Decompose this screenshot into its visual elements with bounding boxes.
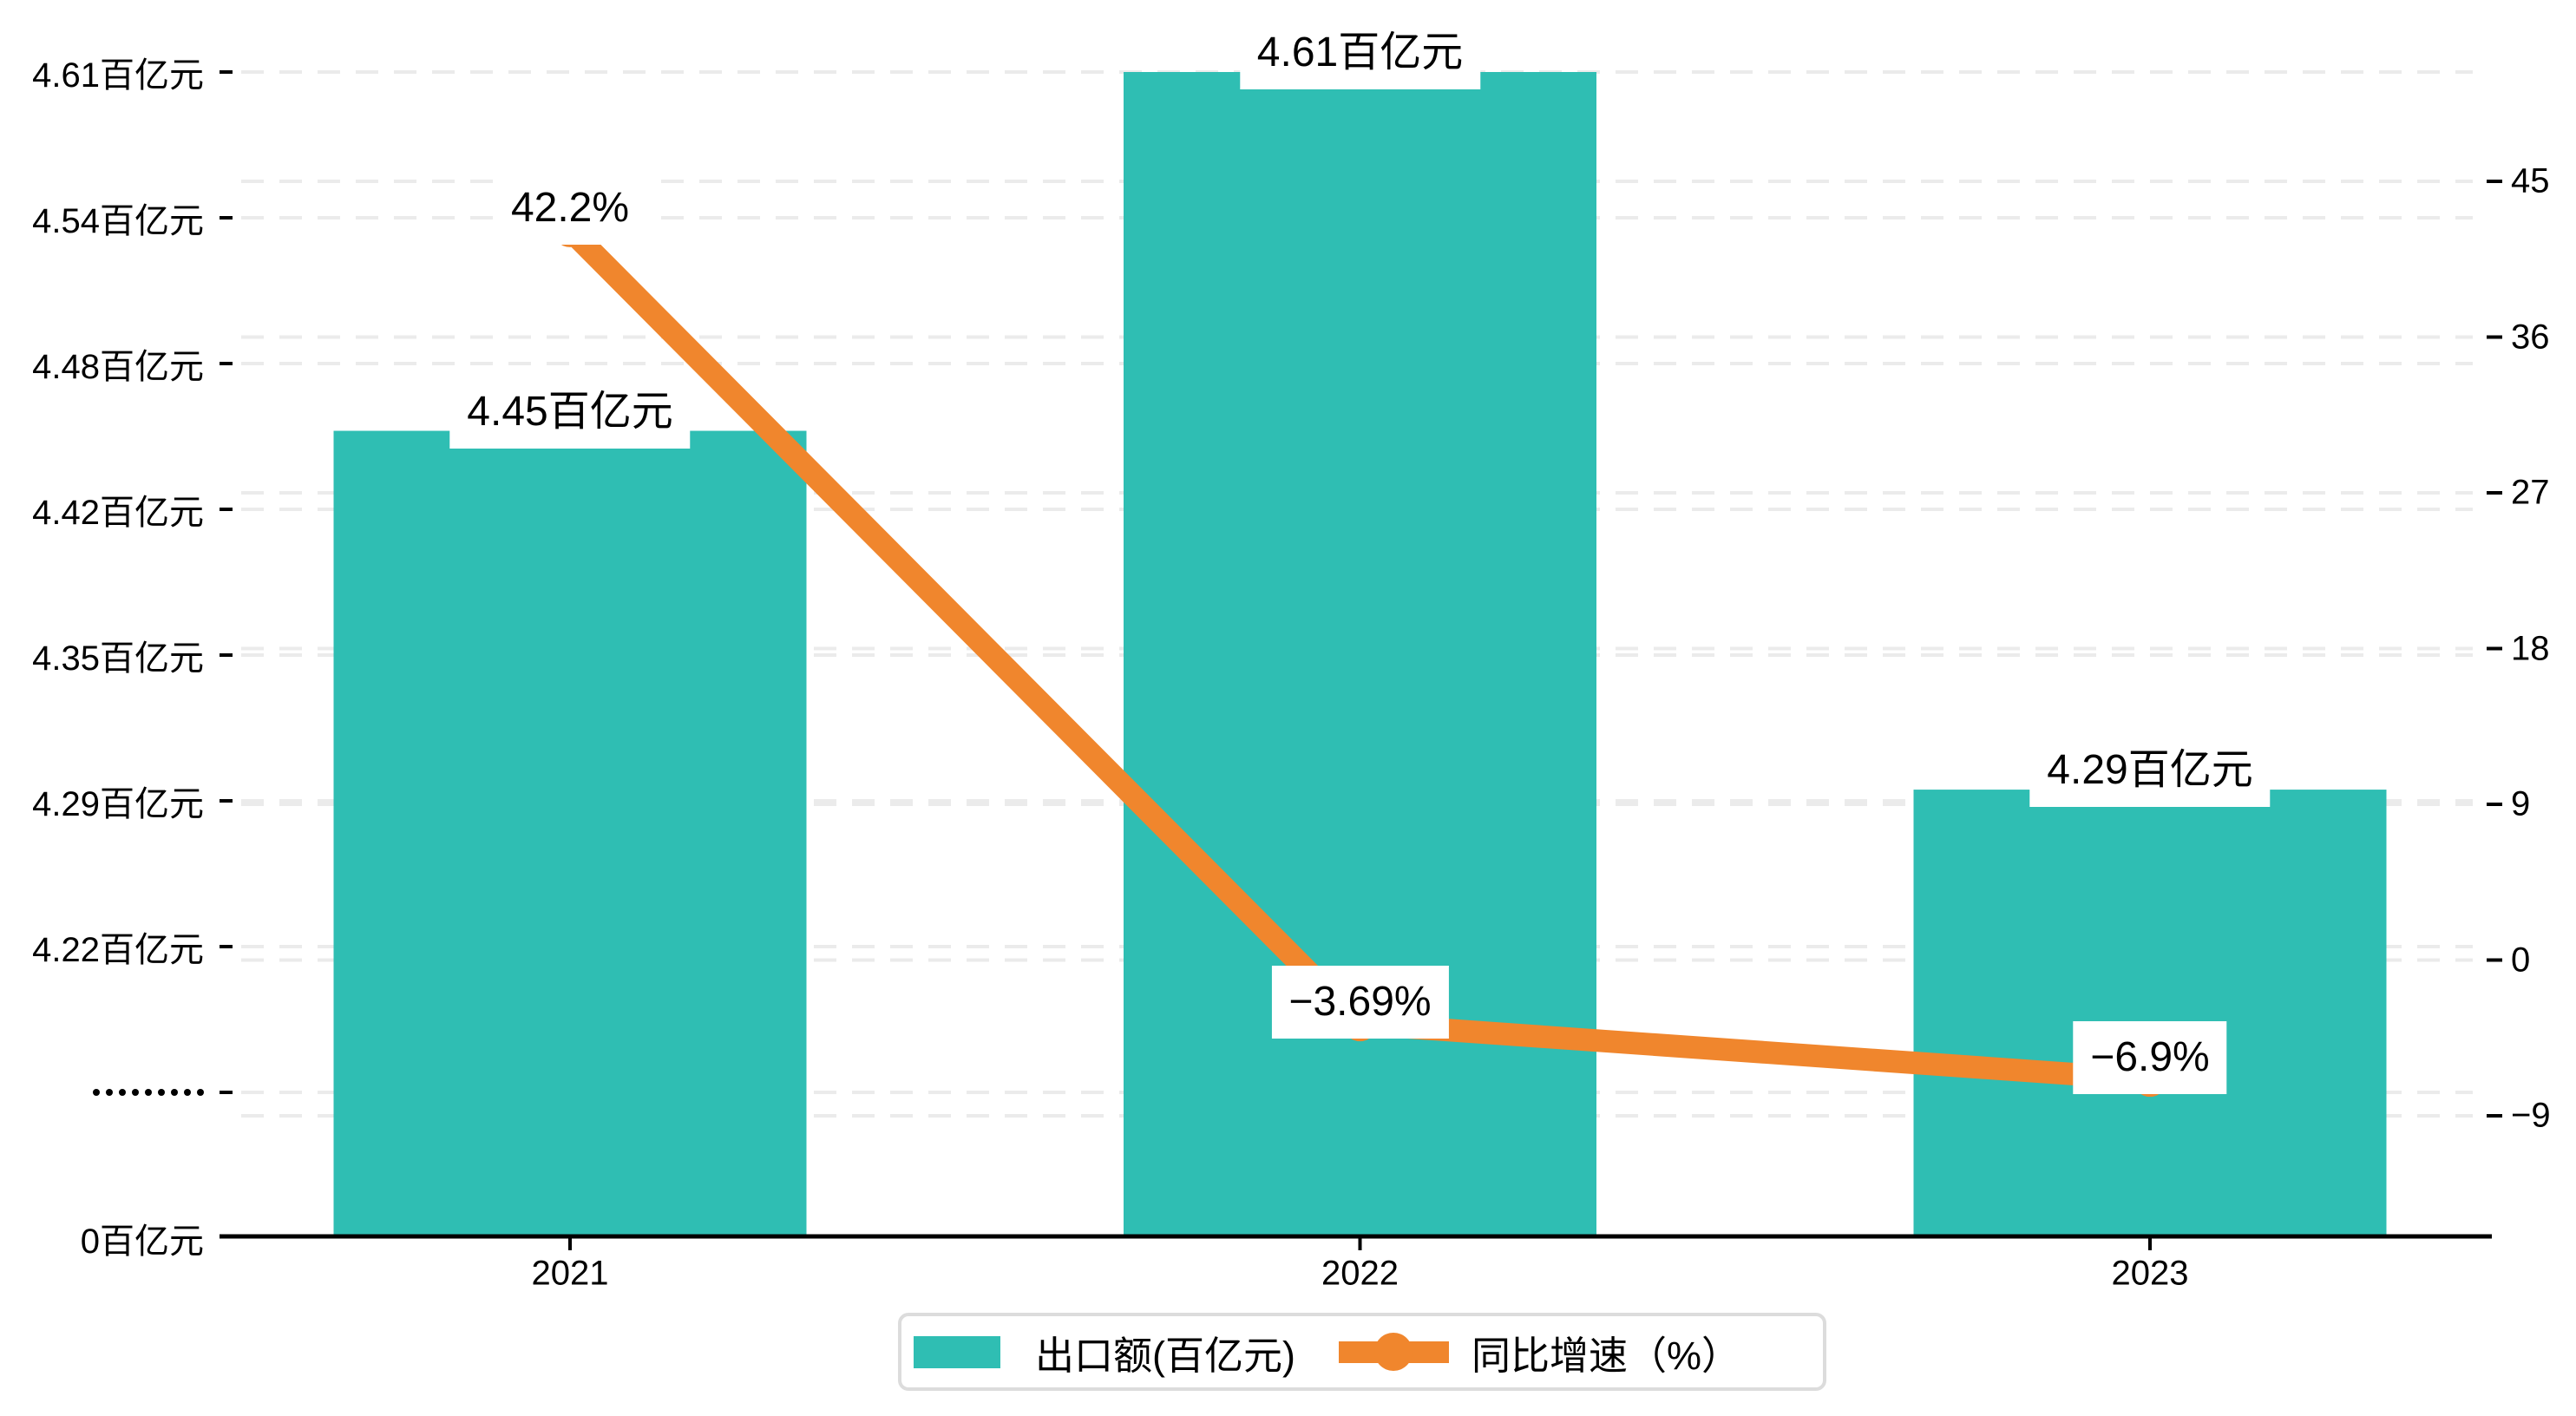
x-axis-label: 2023 [2111, 1254, 2189, 1293]
legend-label-growth: 同比增速（%） [1471, 1333, 1740, 1378]
axis-break-dots-icon [93, 1089, 204, 1096]
line-value-label: −3.69% [1271, 966, 1449, 1039]
bar-2023[interactable] [1913, 790, 2387, 1236]
left-axis-tick-label: 4.48百亿元 [32, 348, 204, 386]
bar-2021[interactable] [333, 430, 807, 1236]
left-axis-tick-label: 4.61百亿元 [32, 56, 204, 95]
legend-label-export: 出口额(百亿元) [1035, 1333, 1295, 1378]
right-axis-tick-label: 18 [2511, 629, 2550, 667]
line-series-swatch-icon [1338, 1333, 1449, 1371]
left-axis-tick-label: 4.35百亿元 [32, 639, 204, 678]
line-value-label: 42.2% [493, 171, 647, 245]
bar-series-swatch-icon [914, 1335, 1000, 1368]
bar-value-label: 4.45百亿元 [449, 375, 691, 449]
bar-value-label: 4.61百亿元 [1239, 16, 1481, 89]
legend-item-growth[interactable]: 同比增速（%） [1295, 1324, 1740, 1380]
right-axis-tick-label: 45 [2511, 161, 2550, 200]
right-axis-tick-label: 9 [2511, 784, 2531, 823]
bar-value-label: 4.29百亿元 [2029, 734, 2271, 808]
legend: 出口额(百亿元) 同比增速（%） [898, 1313, 1826, 1391]
left-axis-tick-label: 4.29百亿元 [32, 785, 204, 823]
left-axis-tick-label: 4.54百亿元 [32, 202, 204, 240]
right-axis-tick-label: 36 [2511, 318, 2550, 356]
right-axis-tick-label: 0 [2511, 941, 2531, 979]
line-value-label: −6.9% [2073, 1021, 2227, 1095]
x-axis-label: 2021 [531, 1254, 609, 1293]
right-axis-tick-label: −9 [2511, 1096, 2551, 1135]
line-marker-icon [1374, 1333, 1413, 1371]
x-axis-label: 2022 [1321, 1254, 1399, 1293]
left-axis-tick-label: 4.42百亿元 [32, 494, 204, 532]
right-axis-tick-label: 27 [2511, 473, 2550, 512]
legend-item-export[interactable]: 出口额(百亿元) [914, 1324, 1295, 1380]
left-axis-tick-label: 4.22百亿元 [32, 931, 204, 969]
left-axis-zero-label: 0百亿元 [80, 1223, 204, 1261]
